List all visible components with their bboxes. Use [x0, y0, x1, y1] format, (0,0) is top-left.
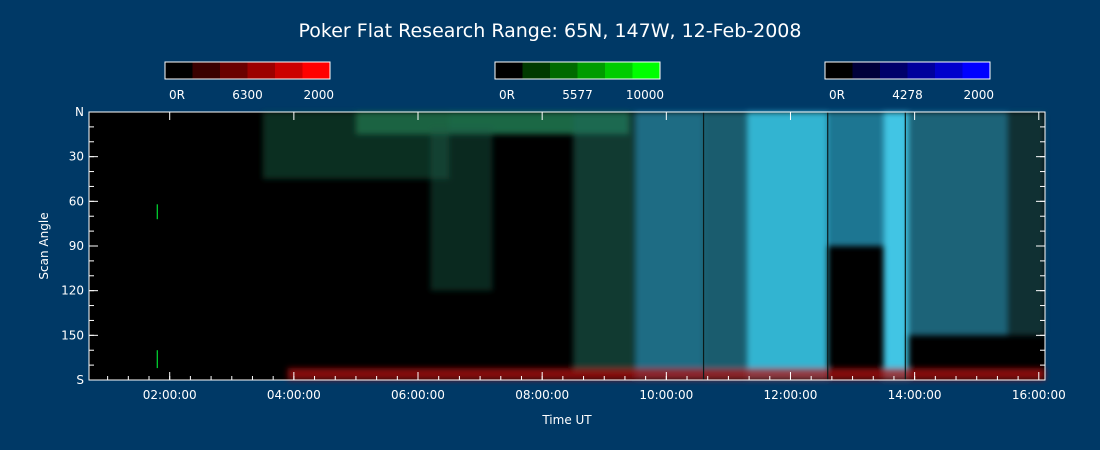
chart-title: Poker Flat Research Range: 65N, 147W, 12… — [299, 20, 802, 42]
colorbar-segment — [302, 62, 331, 79]
x-tick-label: 08:00:00 — [515, 388, 569, 402]
y-tick-label: 120 — [61, 284, 84, 298]
colorbar-segment — [495, 62, 523, 79]
colorbar-segment — [220, 62, 248, 79]
emission-region-5577 — [262, 112, 450, 179]
colorbar-segment — [247, 62, 276, 79]
emission-region-4278 — [747, 112, 828, 380]
x-tick-label: 06:00:00 — [391, 388, 445, 402]
emission-region-4278 — [703, 112, 748, 380]
colorbar-segment — [577, 62, 606, 79]
emission-region-4278 — [908, 112, 1008, 336]
colorbar-min-label: 0R — [169, 88, 185, 102]
colorbar-name-label: 6300 — [232, 88, 263, 102]
x-tick-label: 02:00:00 — [143, 388, 197, 402]
colorbar-frame — [164, 61, 331, 80]
colorbar-5577: 0R 5577 10000 — [494, 61, 664, 102]
x-axis: 02:00:00 04:00:00 06:00:00 08:00:00 10:00:00… — [107, 112, 1066, 402]
colorbar-frame — [494, 61, 661, 80]
streak-layer — [156, 112, 906, 380]
colorbar-segment — [275, 62, 303, 79]
colorbar-segment — [605, 62, 633, 79]
colorbar-segment — [165, 62, 193, 79]
y-tick-label: 150 — [61, 328, 84, 342]
colorbar-frame — [824, 61, 991, 80]
x-tick-label: 16:00:00 — [1012, 388, 1066, 402]
y-tick-label: 90 — [69, 239, 84, 253]
emission-region-5577 — [573, 112, 636, 373]
colorbar-group: 0R 6300 2000 0R 5577 10000 0R 4278 2000 — [164, 61, 994, 102]
colorbar-max-label: 2000 — [963, 88, 994, 102]
emission-region-4278 — [1007, 112, 1045, 336]
y-tick-label: S — [76, 373, 84, 387]
colorbar-segment — [962, 62, 991, 79]
colorbar-min-label: 0R — [499, 88, 515, 102]
colorbar-name-label: 5577 — [562, 88, 593, 102]
y-tick-label: N — [75, 105, 84, 119]
emission-region-5577 — [430, 126, 493, 291]
colorbar-segment — [550, 62, 578, 79]
colorbar-segment — [880, 62, 908, 79]
x-tick-label: 04:00:00 — [267, 388, 321, 402]
y-axis: N 30 60 90 120 150 S — [61, 105, 1045, 387]
x-tick-label: 10:00:00 — [639, 388, 693, 402]
colorbar-max-label: 10000 — [626, 88, 664, 102]
colorbar-segment — [935, 62, 963, 79]
colorbar-segment — [522, 62, 551, 79]
x-tick-label: 12:00:00 — [764, 388, 818, 402]
colorbar-segment — [192, 62, 221, 79]
colorbar-6300: 0R 6300 2000 — [164, 61, 334, 102]
y-axis-label: Scan Angle — [37, 212, 51, 279]
y-tick-label: 30 — [69, 150, 84, 164]
colorbar-segment — [632, 62, 661, 79]
colorbar-segment — [907, 62, 936, 79]
colorbar-min-label: 0R — [829, 88, 845, 102]
y-tick-label: 60 — [69, 194, 84, 208]
emission-region-4278 — [827, 112, 884, 246]
colorbar-4278: 0R 4278 2000 — [824, 61, 994, 102]
x-tick-label: 14:00:00 — [888, 388, 942, 402]
colorbar-max-label: 2000 — [303, 88, 334, 102]
colorbar-segment — [825, 62, 853, 79]
colorbar-name-label: 4278 — [892, 88, 923, 102]
emission-region-4278 — [635, 112, 704, 380]
emission-region-4278 — [883, 112, 909, 380]
x-axis-label: Time UT — [541, 413, 592, 427]
colorbar-segment — [852, 62, 881, 79]
